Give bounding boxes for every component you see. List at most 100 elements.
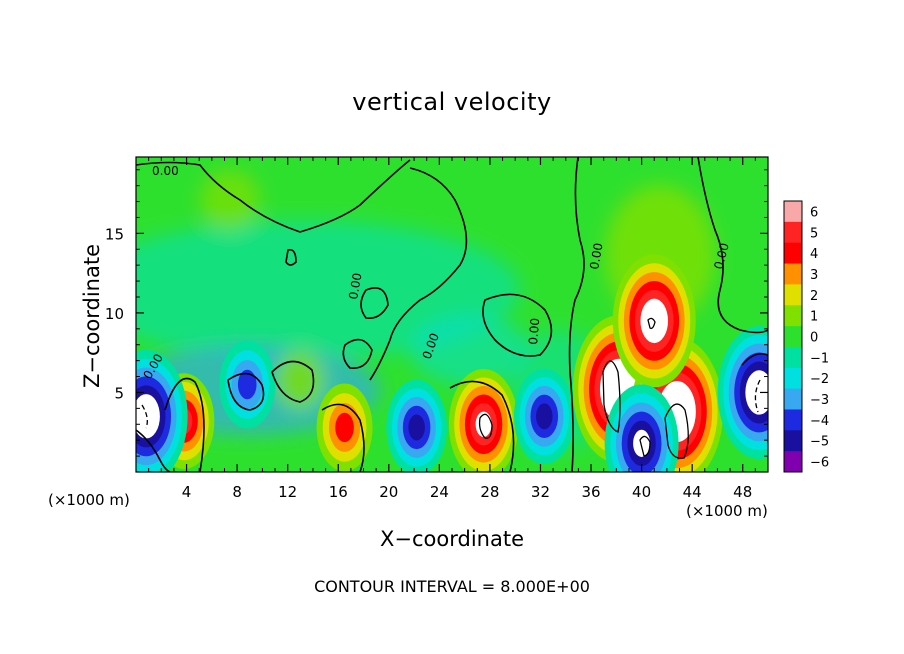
x-tick-label: 4 [182,483,192,501]
contour-labels: 0.000.00 0.000.00 0.000.000.00 [140,164,731,382]
colorbar-tick-label: 1 [810,310,818,325]
contour-line [482,293,553,357]
x-tick-label: 32 [531,483,550,501]
colorbar-tick-label: 4 [810,247,818,262]
colorbar-tick-label: 3 [810,268,818,283]
x-axis: 4 8 12 16 20 24 28 32 36 40 44 48 [148,157,756,501]
colorbar-tick-label: 2 [810,289,818,304]
contour-line [227,372,265,411]
contour-line [449,380,515,472]
downdraft-feature [136,349,188,472]
yellow-green-patch-top [200,170,260,230]
x-tick-label: 28 [480,483,499,501]
colorbar-cell [784,284,802,306]
x-tick-label: 36 [581,483,600,501]
contour-line [602,360,621,433]
feature-ring [475,411,492,437]
colorbar-tick-label: −3 [810,393,829,408]
colorbar-cell [784,367,802,390]
feature-ring [408,414,425,441]
colorbar-cell [784,221,802,244]
contour-line [568,157,585,472]
contour-interval-text: CONTOUR INTERVAL = 8.000E+00 [314,577,590,596]
feature-ring [335,412,354,443]
zero-contours [136,157,768,472]
extreme-contours [141,317,761,459]
colorbar-cell [784,201,802,223]
feature-ring [535,403,553,430]
colorbar-tick-label: 6 [810,205,818,220]
contour-line [639,435,651,457]
contour-line [164,377,205,472]
contour-label: 0.00 [526,317,542,345]
x-tick-label: 44 [683,483,702,501]
colorbar-tick-label: −5 [810,435,829,450]
contour-label: 0.00 [152,164,179,178]
colorbar-tick-label: −2 [810,372,829,387]
colorbar-cell [784,409,802,431]
downdraft-feature [717,325,768,459]
x-tick-label: 24 [430,483,449,501]
downdraft-feature [513,368,575,465]
contour-line [136,159,411,233]
contour-line [321,403,365,472]
contour-line [647,317,656,330]
y-axis-label: Z−coordinate [80,244,104,388]
contour-line [664,403,689,459]
y-tick-label: 15 [105,225,124,243]
contour-line [741,352,768,366]
colorbar-tick-label: 0 [810,331,818,346]
contour-line [271,360,315,403]
updraft-feature [448,368,519,472]
feature-core [137,397,156,435]
feature-ring [237,369,257,400]
contour-line [478,413,493,439]
chart-title: vertical velocity [352,88,552,116]
colorbar-tick-label: −6 [810,456,829,471]
plot-area: 0.000.00 0.000.00 0.000.000.00 [136,157,768,472]
x-tick-label: 12 [278,483,297,501]
contour-line [369,167,468,381]
cyan-band-mid [410,315,530,385]
downdraft-feature [386,379,447,472]
colorbar: 6 5 4 3 2 1 0 −1 −2 −3 −4 −5 −6 [783,200,829,473]
colorbar-frame [783,200,803,473]
yellow-green-patch-low [275,350,325,410]
contour-label: 0.00 [346,272,364,301]
downdraft-feature [604,384,679,472]
contour-label: 0.00 [711,241,731,270]
contour-line [285,248,297,266]
y-tick-label: 5 [114,384,124,402]
colorbar-cell [784,305,802,327]
x-unit-label-left: (×1000 m) [48,491,130,509]
colorbar-cell [784,346,802,369]
colorbar-tick-label: −4 [810,414,829,429]
contour-line [754,379,761,413]
y-tick-label: 10 [105,305,124,323]
x-axis-label: X−coordinate [380,527,524,551]
y-axis: 5 10 15 [105,169,768,457]
x-tick-label: 48 [733,483,752,501]
contour-line [697,157,768,334]
updraft-feature [316,383,373,472]
colorbar-cell [784,263,802,285]
feature-core [750,373,768,412]
contour-line [342,338,373,369]
colorbar-tick-label: −1 [810,351,829,366]
colorbar-cell [784,242,802,265]
colorbar-tick-label: 5 [810,226,818,241]
colorbar-cell [784,388,802,410]
colorbar-cell [784,430,802,452]
x-tick-label: 8 [232,483,242,501]
x-unit-label-right: (×1000 m) [686,502,768,520]
cyan-band [136,220,520,360]
x-tick-label: 40 [632,483,651,501]
downdraft-feature [219,340,276,429]
colorbar-cell [784,451,802,473]
contour-label: 0.00 [587,242,605,271]
contour-line [141,404,148,429]
x-tick-label: 20 [379,483,398,501]
colorbar-cell [784,326,802,348]
x-tick-label: 16 [329,483,348,501]
